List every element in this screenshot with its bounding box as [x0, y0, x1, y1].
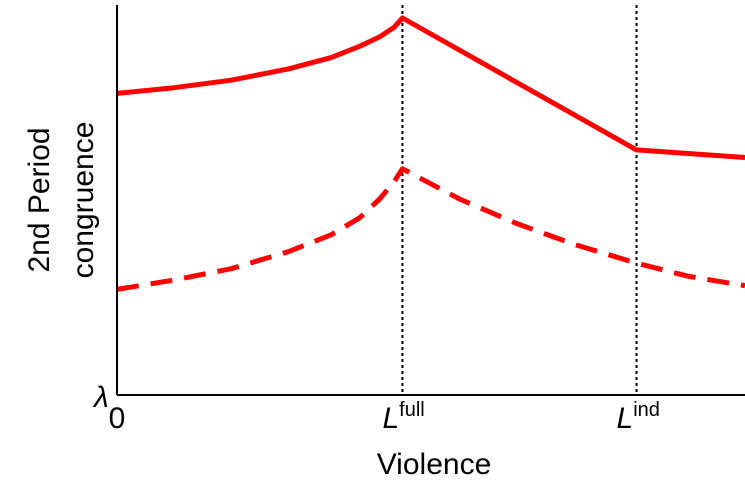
axes [116, 5, 745, 396]
x-tick-label-0: 0 [109, 402, 126, 435]
y-axis-title-line1: 2nd Period [23, 127, 56, 272]
y-axis-title-line2: congruence [67, 122, 100, 279]
x-tick-label-2: Lind [617, 399, 660, 435]
labels: λ Violence 2nd Period congruence 0 Lfull L… [23, 122, 660, 481]
y-origin-label: λ [92, 381, 109, 414]
series-line-solid [116, 15, 745, 160]
plot-area [116, 5, 745, 395]
x-tick-label-1: Lfull [382, 399, 424, 435]
series-line-dashed [116, 166, 745, 292]
x-axis-title: Violence [377, 448, 492, 481]
